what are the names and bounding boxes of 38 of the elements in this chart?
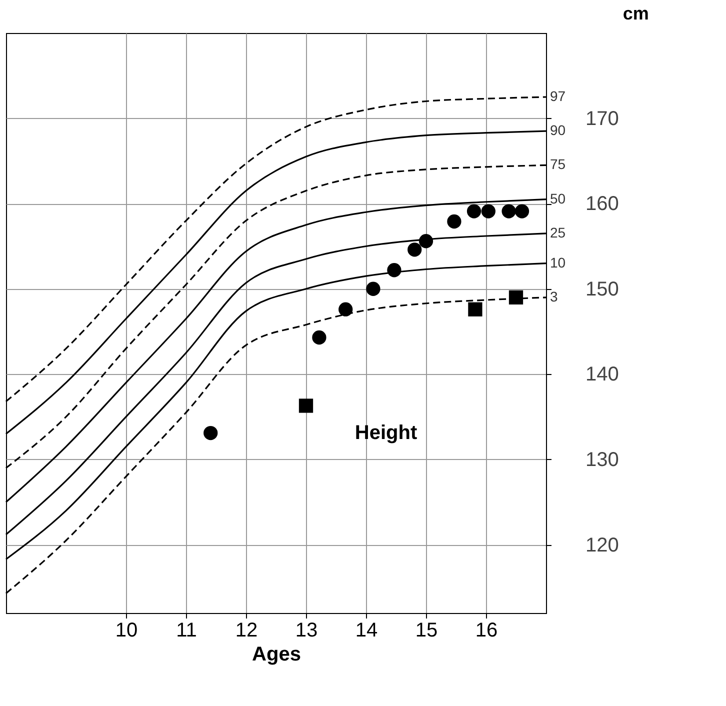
y-tick-label: 120 <box>586 534 619 556</box>
y-axis-title: cm <box>622 4 649 24</box>
point <box>481 204 496 218</box>
x-tick-label: 13 <box>295 620 318 642</box>
x-tick-label: 10 <box>115 620 138 642</box>
point <box>338 302 353 316</box>
point <box>204 426 218 440</box>
point <box>447 214 462 229</box>
x-tick-label: 15 <box>415 620 438 642</box>
x-tick-label: 14 <box>355 620 378 642</box>
point <box>312 330 326 345</box>
y-tick-label: 160 <box>586 193 619 216</box>
x-axis-title: Ages <box>252 644 301 666</box>
x-tick-label: 16 <box>475 620 498 642</box>
series-label: 10 <box>550 254 566 270</box>
point <box>502 204 516 218</box>
point <box>466 204 482 218</box>
series-label: 3 <box>550 288 558 304</box>
x-tick-label: 12 <box>235 620 258 642</box>
point <box>418 234 434 248</box>
point <box>408 242 422 257</box>
series-label: 50 <box>550 190 566 206</box>
x-tick-label: 11 <box>176 620 197 642</box>
annotation: Height <box>354 422 418 444</box>
point <box>468 302 482 316</box>
series-label: 97 <box>550 88 566 104</box>
y-tick-label: 140 <box>586 364 619 386</box>
point <box>298 398 314 413</box>
series-label: 75 <box>550 156 566 172</box>
series-label: 25 <box>550 224 566 240</box>
point <box>514 204 530 218</box>
y-tick-label: 130 <box>586 448 619 471</box>
point <box>508 290 524 304</box>
series-label: 90 <box>550 122 566 138</box>
point <box>366 282 380 296</box>
point <box>387 263 402 278</box>
y-tick-label: 150 <box>586 278 619 300</box>
y-tick-label: 170 <box>586 108 619 130</box>
